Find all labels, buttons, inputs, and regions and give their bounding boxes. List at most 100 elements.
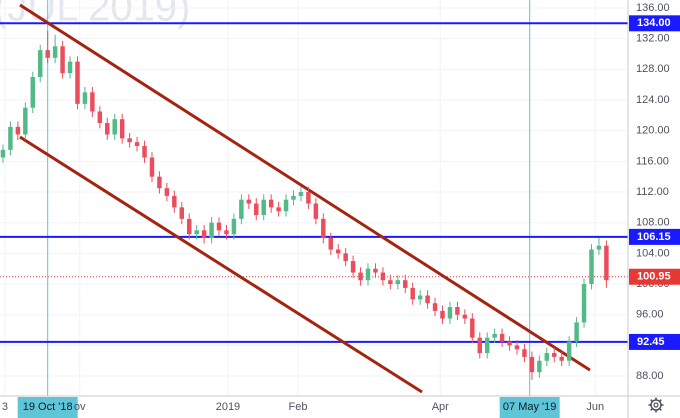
candle-body [186, 218, 192, 235]
candle-body [179, 207, 185, 219]
candle-body [350, 261, 356, 273]
candle-body [157, 176, 162, 189]
candle-body [499, 333, 505, 342]
candle-body [298, 192, 304, 196]
candle-body [306, 192, 311, 204]
candle-body [544, 353, 550, 361]
plot-area: (JUL 2019) [0, 0, 628, 396]
candle-body [127, 138, 132, 143]
candle-body [604, 245, 609, 281]
candle-body [507, 341, 512, 346]
y-tick-label: 128.00 [636, 63, 670, 75]
x-tick-label: 3 [2, 401, 8, 413]
candle-body [589, 249, 594, 285]
candle-body [559, 356, 564, 361]
candle-body [60, 46, 65, 74]
x-marker-box [499, 397, 560, 418]
candle-body [455, 307, 460, 315]
candle-body [373, 268, 378, 273]
level-label: 106.15 [637, 231, 671, 243]
candle-body [216, 222, 222, 231]
candle-body [246, 199, 252, 204]
x-marker-box [17, 397, 78, 418]
candle-body [596, 245, 602, 250]
candle-body [537, 360, 542, 373]
candle-body [447, 307, 453, 319]
candle-body [514, 345, 520, 350]
watermark: (JUL 2019) [0, 0, 190, 30]
candle-body [276, 207, 281, 212]
level-label: 92.45 [637, 336, 665, 348]
candle-body [209, 222, 214, 239]
y-tick-label: 136.00 [636, 2, 670, 14]
x-tick-label: Jun [586, 401, 604, 413]
candle-body [52, 46, 58, 58]
candle-body [8, 126, 13, 150]
candle-body [328, 238, 333, 250]
y-tick-label: 116.00 [636, 155, 669, 167]
candle-body [365, 268, 371, 281]
candle-body [477, 337, 482, 354]
candle-body [343, 253, 348, 262]
candle-body [388, 280, 393, 285]
candle-body [119, 119, 125, 139]
candle-body [566, 341, 572, 361]
candle-body [142, 146, 147, 158]
candle-body [417, 295, 423, 300]
candle-body [201, 230, 207, 239]
x-tick-label: 07 May '19 [503, 401, 556, 413]
y-tick-label: 108.00 [636, 217, 670, 229]
candle-body [574, 322, 579, 342]
candle-body [254, 203, 259, 216]
candle-body [380, 272, 386, 281]
candle-body [313, 203, 319, 219]
settings-icon[interactable] [648, 397, 664, 413]
candle-body [15, 126, 21, 135]
candle-body [112, 119, 117, 135]
candle-body [492, 333, 497, 338]
candle-body [105, 123, 110, 135]
candle-body [425, 295, 430, 304]
candle-body [224, 230, 229, 235]
candle-body [552, 353, 557, 357]
candle-body [75, 61, 80, 104]
candle-body [335, 249, 341, 254]
candle-body [37, 50, 43, 77]
candle-body [239, 199, 244, 219]
level-label: 134.00 [637, 17, 671, 29]
candle-body [0, 149, 6, 158]
level-label-box [629, 333, 680, 350]
candle-body [67, 61, 73, 74]
level-label-box [629, 15, 680, 32]
y-tick-label: 120.00 [636, 125, 670, 137]
candle-body [529, 356, 535, 373]
x-tick-label: Apr [432, 401, 449, 413]
candle-body [432, 303, 438, 311]
last-price-label: 100.95 [637, 271, 671, 283]
candle-body [97, 111, 103, 124]
candle-body [581, 284, 587, 323]
y-tick-label: 96.00 [636, 309, 664, 321]
candle-body [522, 349, 527, 357]
candle-body [291, 195, 296, 200]
candle-body [134, 142, 140, 147]
last-price-box [629, 268, 680, 285]
y-tick-label: 104.00 [636, 247, 670, 259]
x-tick-label: 19 Oct '18 [23, 401, 73, 413]
candle-body [90, 92, 95, 112]
candle-body [194, 230, 199, 235]
candle-body [470, 318, 475, 338]
candle-body [403, 280, 408, 288]
candle-body [231, 218, 237, 235]
candle-body [283, 199, 289, 212]
candle-body [268, 199, 274, 208]
x-tick-label: 2019 [216, 401, 240, 413]
candle-body [321, 218, 326, 239]
candle-body [440, 310, 445, 319]
x-tick-label: Feb [288, 401, 307, 413]
candle-body [30, 76, 36, 108]
candle-body [261, 199, 266, 216]
candle-body [358, 272, 363, 281]
